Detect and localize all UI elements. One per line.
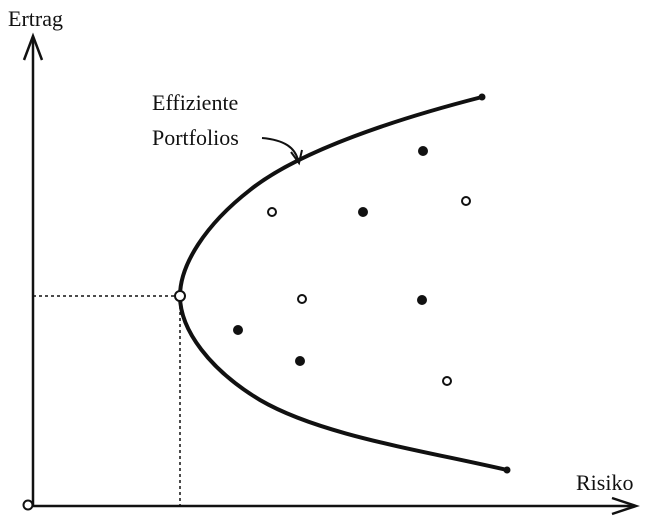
portfolio bbox=[358, 207, 368, 217]
curve-end bbox=[503, 466, 511, 474]
frontier-curve bbox=[177, 95, 508, 472]
annotation-line: Effiziente bbox=[152, 90, 238, 115]
portfolio bbox=[461, 196, 471, 206]
portfolios bbox=[233, 146, 471, 386]
annotation-arrow bbox=[261, 137, 299, 161]
x-axis-arrow bbox=[611, 496, 640, 516]
portfolio bbox=[297, 294, 307, 304]
portfolio bbox=[417, 295, 427, 305]
portfolio bbox=[442, 376, 452, 386]
curve-end bbox=[478, 93, 486, 101]
portfolio bbox=[233, 325, 243, 335]
x-axis-label: Risiko bbox=[576, 470, 633, 495]
y-axis-label: Ertrag bbox=[8, 6, 63, 31]
annotation-arrowhead bbox=[290, 149, 303, 166]
portfolio bbox=[267, 207, 277, 217]
min-variance-point bbox=[174, 290, 186, 302]
portfolio bbox=[295, 356, 305, 366]
portfolio bbox=[418, 146, 428, 156]
annotation-line: Portfolios bbox=[152, 125, 239, 150]
origin bbox=[22, 499, 34, 511]
y-axis-arrow bbox=[22, 32, 44, 61]
